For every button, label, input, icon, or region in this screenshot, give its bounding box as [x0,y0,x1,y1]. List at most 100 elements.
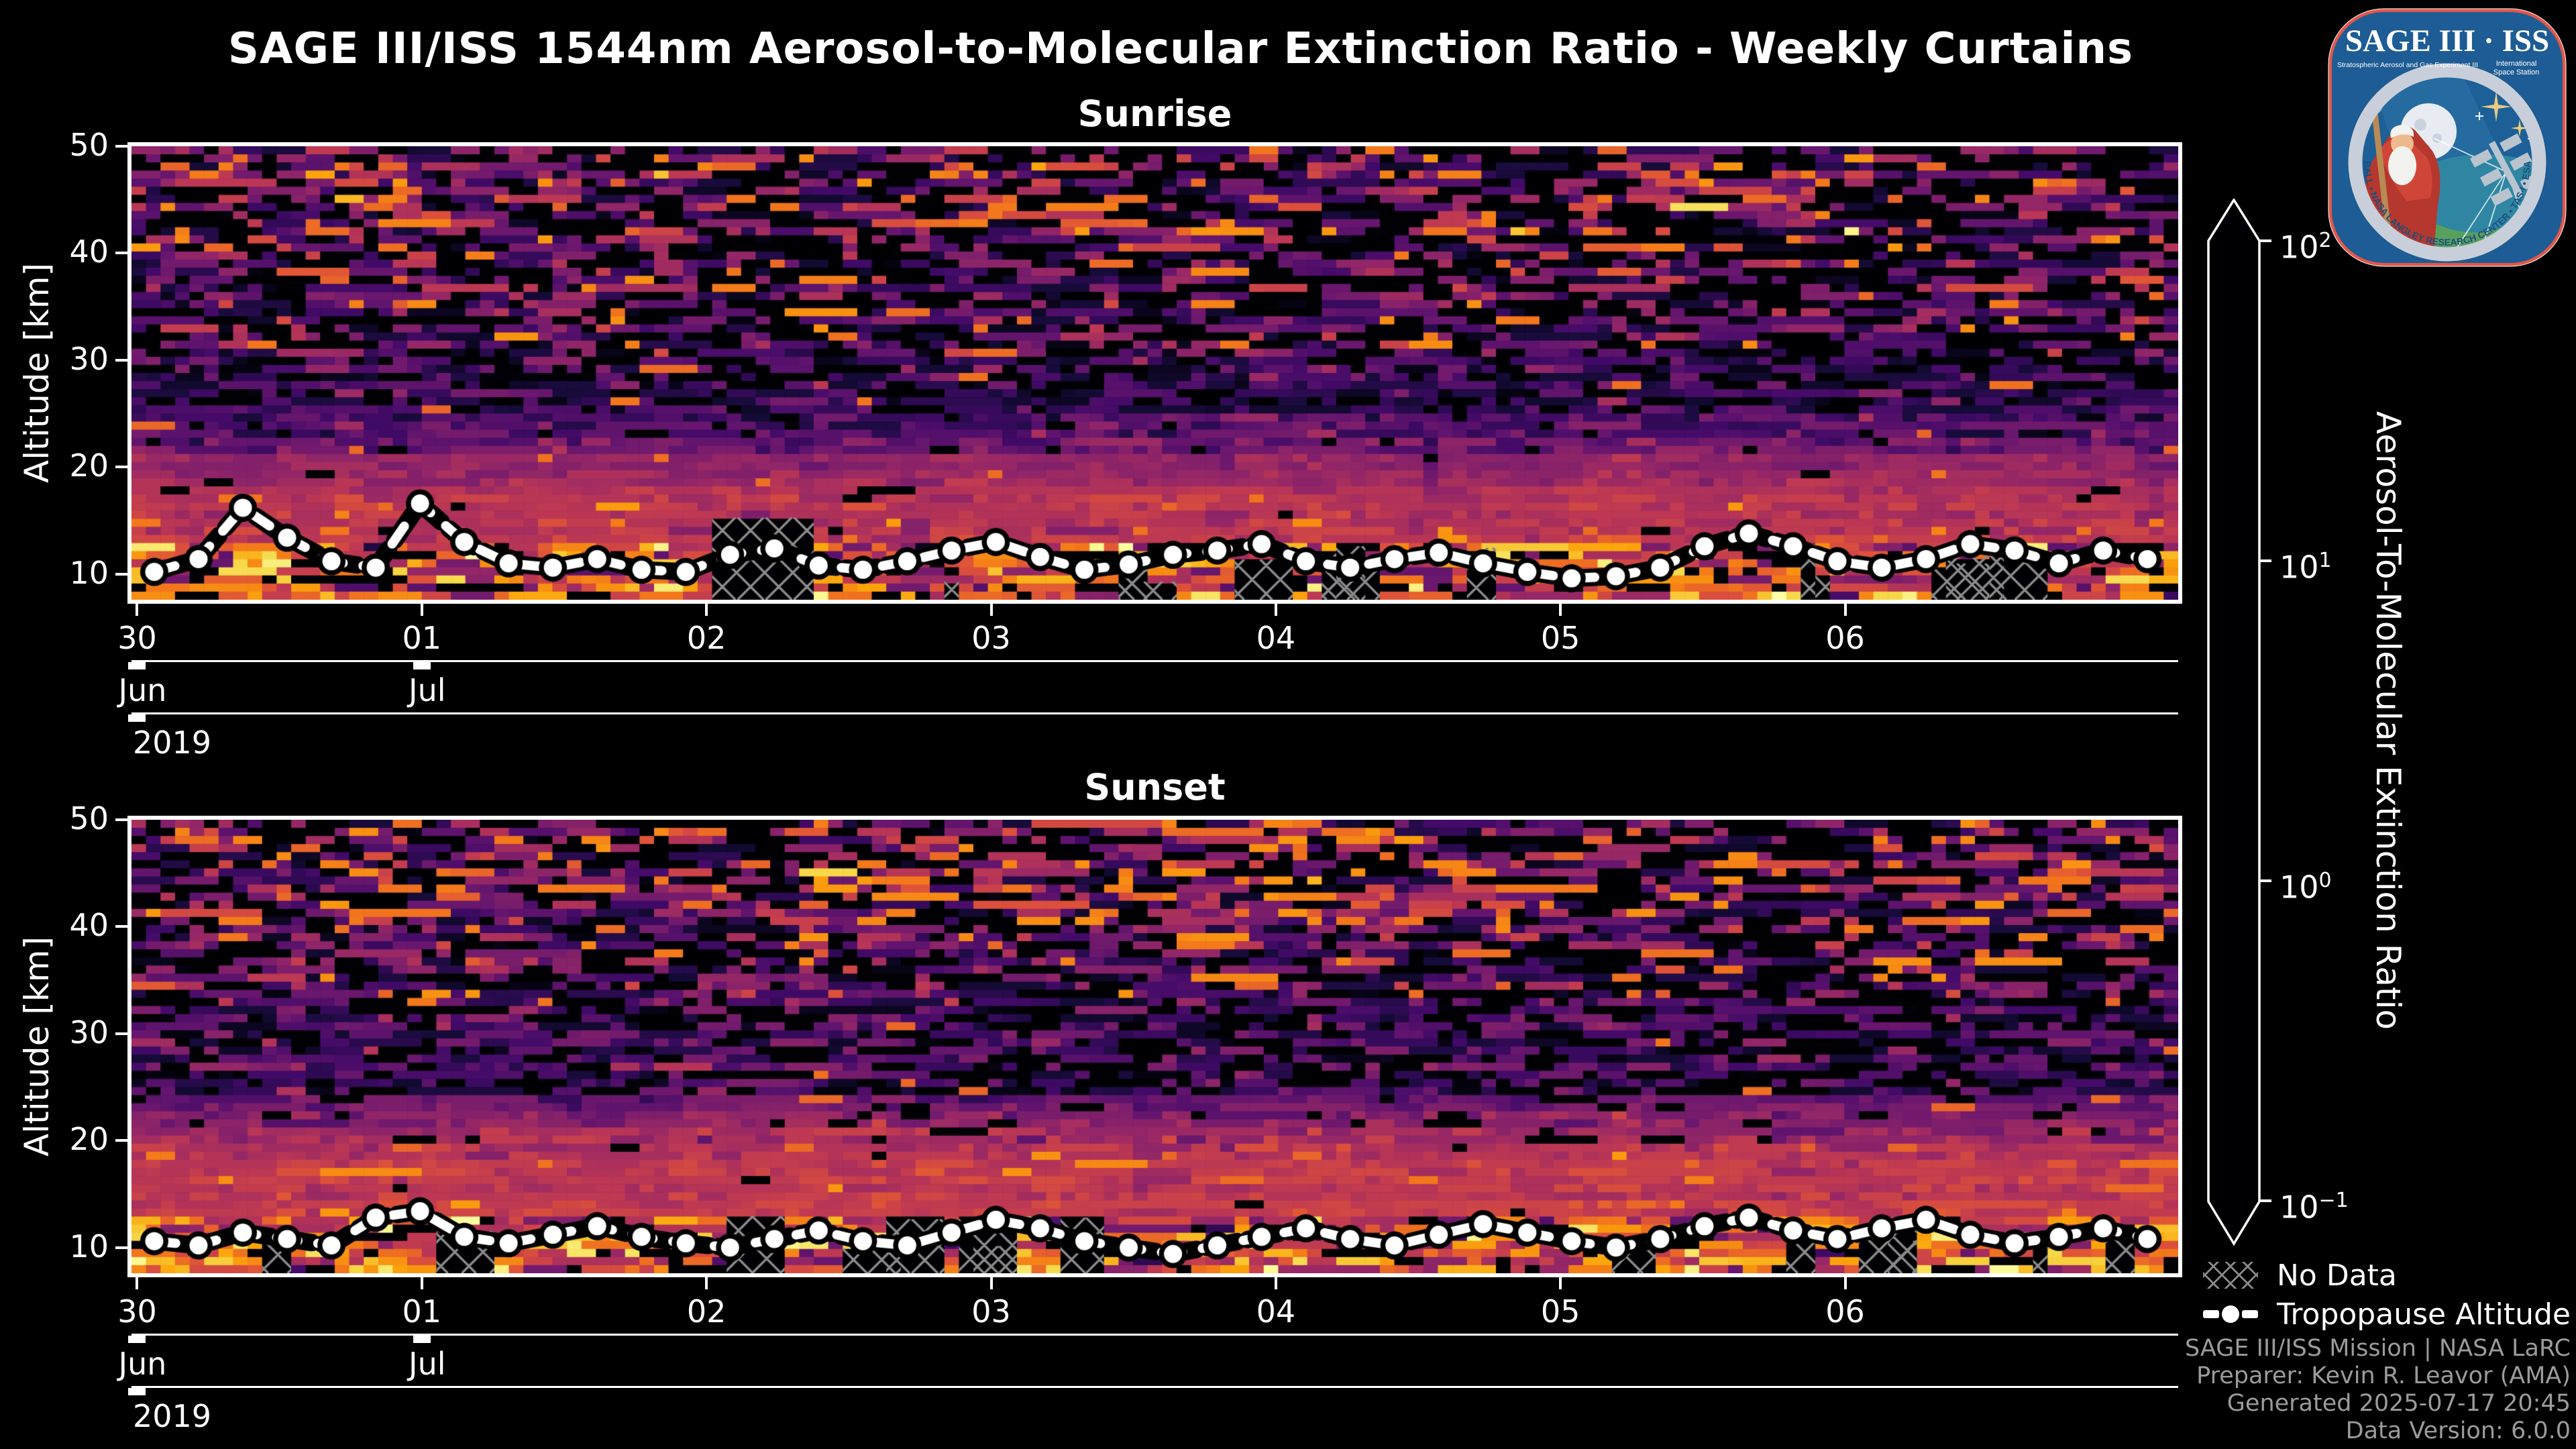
x-tick-label: 03 [971,620,1011,656]
attribution-line: Generated 2025-07-17 20:45 [2226,1390,2571,1417]
y-tick-label: 20 [69,447,109,484]
logo-subtitle-right2: Space Station [2493,68,2540,76]
colorbar-tick-mark [2259,1199,2271,1202]
x-tick-label: 30 [117,620,157,656]
y-tick-mark [115,466,129,469]
x-tick-label: 05 [1540,1293,1580,1330]
y-tick-label: 10 [69,554,109,591]
month-tick-mark [413,1336,431,1343]
y-tick-mark [115,925,129,928]
legend-row-no-data: No Data [2203,1256,2571,1295]
tropopause-label: Tropopause Altitude [2277,1297,2571,1332]
figure-title: SAGE III/ISS 1544nm Aerosol-to-Molecular… [227,24,2134,74]
year-label: 2019 [132,724,212,761]
dash-icon [2242,1310,2258,1318]
y-tick-label: 30 [69,1014,109,1051]
x-tick-mark [1843,604,1847,616]
x-tick-mark [1843,1277,1847,1289]
month-axis-line [131,1334,2178,1336]
y-tick-mark [115,1139,129,1142]
colorbar-gradient-arrow [2207,199,2261,1246]
logo-badge: BALL • NASA LANGLEY RESEARCH CENTER • TA… [2328,8,2567,267]
x-tick-mark [1559,604,1562,616]
y-tick-mark [115,1032,129,1035]
year-tick-mark [128,1388,146,1395]
y-tick-label: 50 [69,127,109,163]
year-axis-line [131,712,2178,714]
x-tick-mark [420,1277,423,1289]
colorbar-tick-label: 100 [2279,869,2332,906]
x-tick-label: 05 [1540,620,1580,656]
y-tick-label: 10 [69,1228,109,1265]
y-tick-mark [115,145,129,148]
colorbar-tick-mark [2259,239,2271,242]
x-tick-label: 02 [686,1293,727,1330]
x-tick-label: 01 [402,620,442,656]
year-axis-line [131,1386,2178,1388]
y-tick-label: 40 [69,233,109,270]
month-tick-mark [128,662,146,669]
panel-title-sunset: Sunset [1084,766,1226,808]
colorbar-label: Aerosol-To-Molecular Extinction Ratio [2369,411,2408,1030]
x-tick-mark [1559,1277,1562,1289]
x-tick-label: 01 [402,1293,442,1330]
x-tick-mark [989,604,993,616]
colorbar [2207,199,2271,1246]
colorbar-tick-label: 101 [2279,549,2332,586]
dash-icon [2203,1310,2219,1318]
colorbar-tick-mark [2259,879,2271,882]
y-tick-label: 40 [69,907,109,944]
y-tick-label: 20 [69,1121,109,1158]
attribution-line: SAGE III/ISS Mission | NASA LaRC [2185,1335,2571,1362]
x-tick-label: 30 [117,1293,157,1330]
y-tick-mark [115,1246,129,1249]
sunset-curtain-panel [127,816,2182,1277]
month-axis-line [131,660,2178,662]
x-tick-mark [705,604,708,616]
sage-iss-mission-logo: BALL • NASA LANGLEY RESEARCH CENTER • TA… [2328,8,2567,267]
attribution-line: Data Version: 6.0.0 [2345,1417,2571,1444]
tropopause-line-swatch [2203,1301,2258,1328]
y-tick-mark [115,358,129,362]
y-tick-mark [115,252,129,255]
month-tick-mark [413,662,431,669]
no-data-label: No Data [2277,1258,2397,1293]
attribution-line: Preparer: Kevin R. Leavor (AMA) [2196,1362,2571,1389]
x-tick-label: 03 [971,1293,1011,1330]
y-tick-mark [115,818,129,821]
month-label: Jun [118,672,167,708]
x-tick-mark [136,604,139,616]
x-tick-mark [420,604,423,616]
x-tick-mark [136,1277,139,1289]
y-tick-label: 50 [69,800,109,837]
x-tick-mark [1274,604,1277,616]
month-tick-mark [128,1336,146,1343]
x-tick-label: 02 [686,620,727,656]
logo-ring [2348,63,2546,262]
colorbar-tick-mark [2259,559,2271,562]
x-tick-label: 06 [1825,1293,1865,1330]
sunrise-curtain-panel [127,142,2182,604]
y-tick-label: 30 [69,340,109,377]
sunset-heatmap-canvas [131,820,2178,1273]
year-tick-mark [128,714,146,722]
panel-title-sunrise: Sunrise [1077,93,1232,135]
attribution-block: SAGE III/ISS Mission | NASA LaRC Preparer… [2185,1335,2571,1445]
month-label: Jul [409,672,446,708]
legend-row-tropopause: Tropopause Altitude [2203,1295,2571,1334]
x-tick-mark [1274,1277,1277,1289]
colorbar-tick-label: 102 [2279,229,2332,266]
x-tick-mark [989,1277,993,1289]
legend: No Data Tropopause Altitude [2203,1256,2571,1334]
logo-title: SAGE III · ISS [2345,23,2549,58]
wizard-beard [2388,146,2416,185]
no-data-hatch-swatch [2203,1262,2258,1289]
logo-subtitle-left: Stratospheric Aerosol and Gas Experiment… [2337,61,2478,69]
circle-marker-icon [2222,1305,2239,1323]
x-tick-label: 04 [1256,620,1296,656]
colorbar-tick-label: 10−1 [2279,1189,2349,1226]
sunrise-heatmap-canvas [131,146,2178,600]
month-label: Jun [118,1346,167,1382]
y-tick-mark [115,572,129,576]
